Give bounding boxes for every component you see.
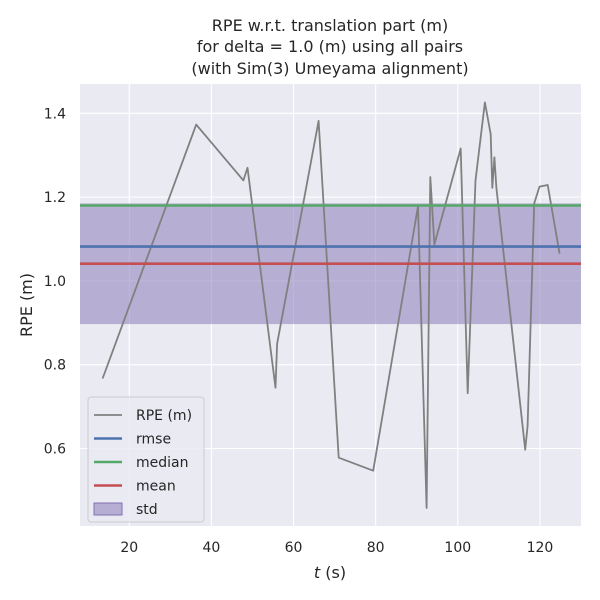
legend-label: RPE (m) [136,408,192,424]
x-tick-label: 40 [202,540,220,556]
chart-title-line-3: (with Sim(3) Umeyama alignment) [191,59,468,78]
legend-label: median [136,455,188,471]
legend-swatch-std [93,502,123,516]
x-tick-label: 120 [527,540,554,556]
y-tick-label: 1.4 [44,106,66,122]
x-axis-label-variable: t [314,563,321,582]
x-axis-label: t (s) [314,563,346,582]
legend: RPE (m) rmse median mean std [87,396,205,523]
tick-labels: 20 40 60 80 100 120 0.6 0.8 1.0 1.2 1.4 [44,106,554,556]
y-tick-label: 1.0 [44,274,66,290]
chart-title-line-1: RPE w.r.t. translation part (m) [212,16,448,35]
legend-box [87,396,205,523]
y-tick-label: 0.8 [44,358,66,374]
y-axis-label: RPE (m) [17,273,36,337]
x-tick-label: 20 [120,540,138,556]
y-tick-label: 0.6 [44,441,66,457]
rpe-series-line [101,101,561,509]
legend-label: std [136,502,158,518]
x-tick-label: 100 [444,540,471,556]
legend-label: mean [136,479,176,495]
y-tick-label: 1.2 [44,190,66,206]
legend-label: rmse [136,432,171,448]
data-layer [80,101,581,509]
x-axis-label-unit: (s) [320,563,346,582]
chart-title-line-2: for delta = 1.0 (m) using all pairs [197,37,463,56]
x-tick-label: 80 [367,540,385,556]
x-tick-label: 60 [285,540,303,556]
